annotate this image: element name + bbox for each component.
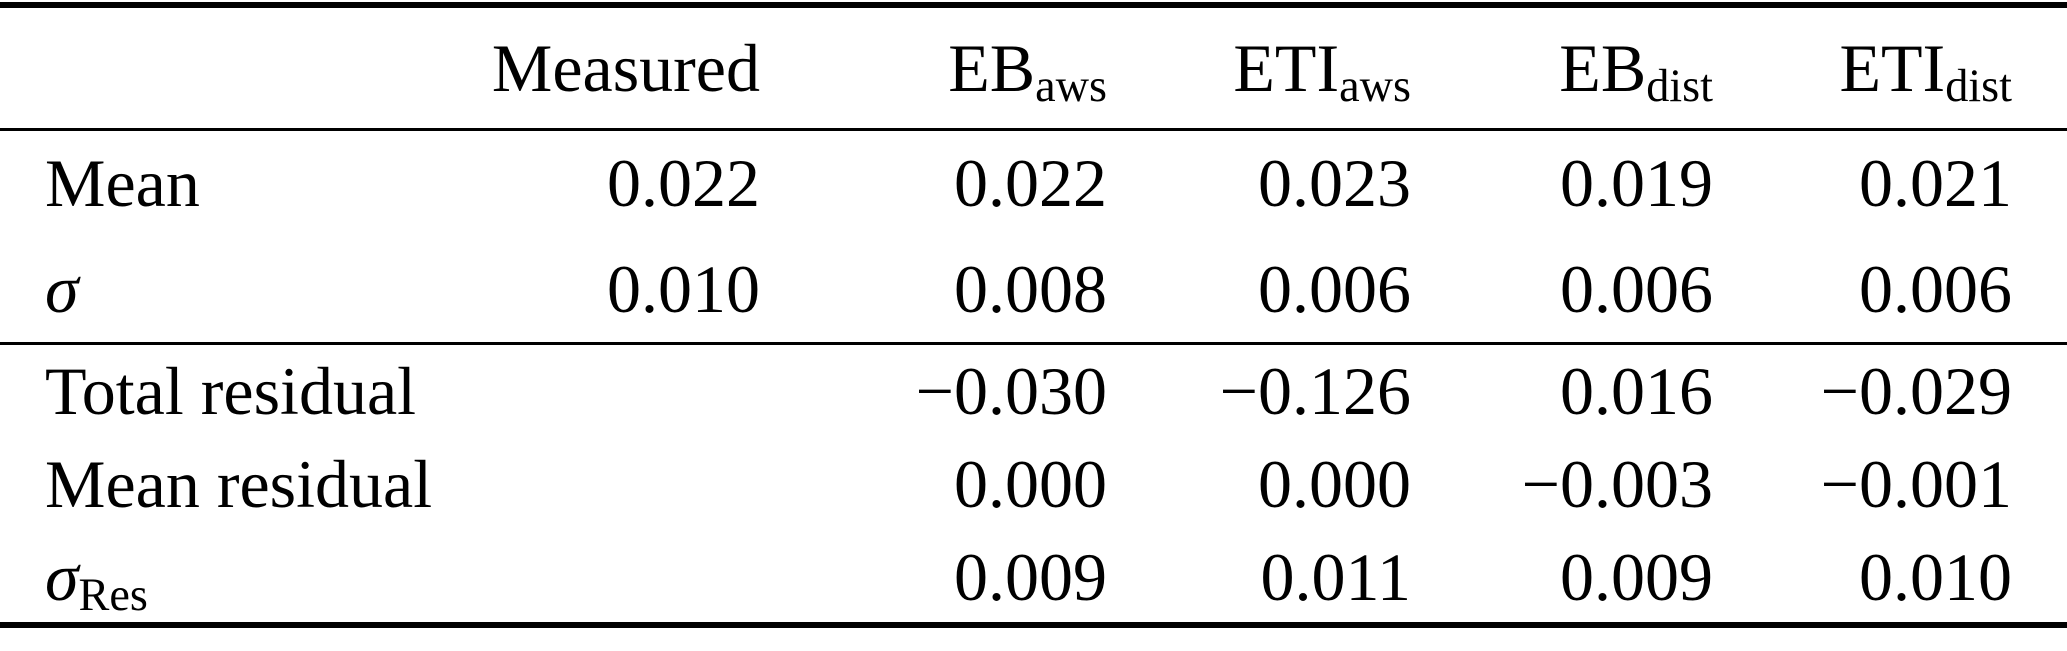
table-row-mean: Mean 0.022 0.022 0.023 0.019 0.021 [0, 129, 2067, 236]
value-cell: 0.022 [607, 145, 760, 222]
sigma-symbol: σ [45, 538, 79, 615]
row-label: Mean [0, 129, 460, 236]
value-cell: 0.009 [954, 538, 1107, 615]
row-label: σ [0, 236, 460, 343]
value-cell: 0.000 [954, 446, 1107, 522]
value-cell: −0.029 [1820, 352, 2012, 429]
column-header-measured: Measured [460, 5, 760, 129]
column-header-eb-aws: EBaws [760, 5, 1107, 129]
column-header-subscript: dist [1646, 60, 1713, 112]
value-cell: 0.006 [1258, 250, 1411, 327]
value-cell: 0.019 [1560, 145, 1713, 222]
column-header-eti-dist: ETIdist [1713, 5, 2067, 129]
column-header-eb-dist: EBdist [1411, 5, 1713, 129]
value-cell [460, 437, 760, 531]
value-cell: −0.126 [1219, 352, 1411, 429]
column-header-subscript: dist [1945, 60, 2012, 112]
row-label: σRes [0, 531, 460, 625]
sigma-symbol: σ [45, 250, 79, 327]
value-cell: 0.006 [1560, 250, 1713, 327]
value-cell: 0.023 [1258, 145, 1411, 222]
value-cell: 0.009 [1560, 538, 1713, 615]
value-cell: 0.010 [607, 250, 760, 327]
summary-section: Mean 0.022 0.022 0.023 0.019 0.021 σ 0.0… [0, 129, 2067, 343]
value-cell: 0.008 [954, 250, 1107, 327]
residual-section: Total residual −0.030 −0.126 0.016 −0.02… [0, 343, 2067, 625]
value-cell [460, 343, 760, 437]
row-label-text: Mean residual [45, 446, 433, 522]
value-cell: −0.030 [915, 352, 1107, 429]
column-header-eti-aws: ETIaws [1107, 5, 1411, 129]
row-label-subscript: Res [78, 569, 148, 621]
header-row: Measured EBaws ETIaws EBdist ETIdist [0, 5, 2067, 129]
row-label-text: Total residual [45, 352, 417, 429]
value-cell: 0.021 [1859, 145, 2012, 222]
column-header-label: ETI [1233, 29, 1340, 106]
value-cell: 0.022 [954, 145, 1107, 222]
row-label-text: Mean [45, 145, 200, 222]
value-cell: 0.000 [1258, 446, 1411, 522]
value-cell: 0.010 [1859, 538, 2012, 615]
table-row-mean-residual: Mean residual 0.000 0.000 −0.003 −0.001 [0, 437, 2067, 531]
table-row-sigma: σ 0.010 0.008 0.006 0.006 0.006 [0, 236, 2067, 343]
value-cell: 0.016 [1560, 352, 1713, 429]
table-container: Measured EBaws ETIaws EBdist ETIdist Mea… [0, 2, 2067, 628]
column-header-empty [0, 5, 460, 129]
table-row-sigma-res: σRes 0.009 0.011 0.009 0.010 [0, 531, 2067, 625]
row-label: Mean residual [0, 437, 460, 531]
column-header-label: ETI [1839, 29, 1946, 106]
column-header-label: Measured [491, 29, 760, 106]
column-header-label: EB [1559, 29, 1647, 106]
value-cell: −0.003 [1521, 446, 1713, 522]
table-row-total-residual: Total residual −0.030 −0.126 0.016 −0.02… [0, 343, 2067, 437]
column-header-label: EB [948, 29, 1036, 106]
value-cell: −0.001 [1820, 446, 2012, 522]
value-cell [460, 531, 760, 625]
statistics-table: Measured EBaws ETIaws EBdist ETIdist Mea… [0, 2, 2067, 628]
column-header-subscript: aws [1035, 60, 1107, 112]
row-label: Total residual [0, 343, 460, 437]
value-cell: 0.006 [1859, 250, 2012, 327]
column-header-subscript: aws [1339, 60, 1411, 112]
value-cell: 0.011 [1260, 538, 1411, 615]
